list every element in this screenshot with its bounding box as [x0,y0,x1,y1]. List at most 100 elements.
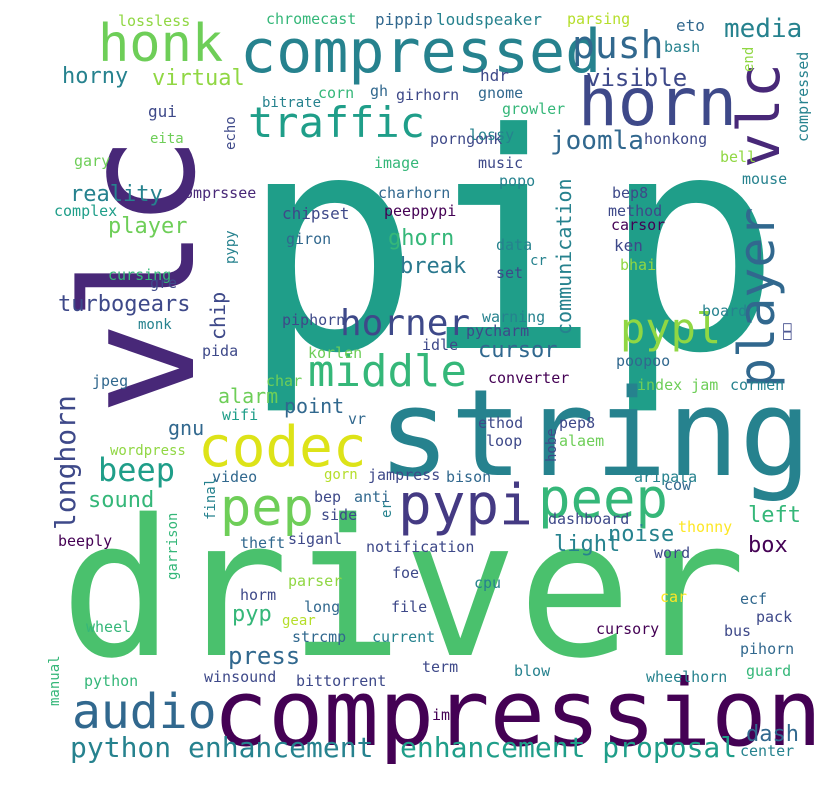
word-term-151: term [422,658,459,676]
word-corn-59: corn [318,84,355,102]
word-pycharm-96: pycharm [466,322,530,340]
word-gh-58: gh [370,82,389,100]
word-ethod-110: ethod [478,414,524,432]
word-python-153: python [84,672,139,690]
word-strcmp-146: strcmp [292,628,347,646]
word-guard-152: guard [746,662,792,680]
word-end-55: end [741,46,757,72]
word-player-9: player [728,207,786,388]
word-complex-76: complex [54,202,118,220]
word-hobe-114: hobe [544,428,560,462]
word-gorn-117: gorn [324,467,358,483]
word-point-37: point [284,394,345,418]
word-carsor-81: carsor [611,216,666,234]
word-pippip-50: pippip [375,10,433,29]
word-set-89: set [496,264,524,282]
word-pep-16: pep [220,478,314,538]
word-press-42: press [228,642,301,670]
word-gear-143: gear [282,613,316,629]
word-player-30: player [108,214,188,239]
word-codec-13: codec [198,415,367,480]
word-final-128: final [203,477,219,520]
word-driver-1: driver [60,479,747,700]
word-index-jam-106: index jam [637,376,719,394]
word-garrison-139: garrison [165,512,181,580]
word-pihorn-150: pihorn [740,640,795,658]
word-virtual-26: virtual [152,66,245,91]
word-side-123: side [321,506,358,524]
word-vr-109: vr [348,410,367,428]
word-thonny-127: thonny [678,518,733,536]
word-giron-84: giron [286,230,332,248]
word-echo-69: echo [223,116,239,150]
word-cursor-36: cursor [478,338,558,363]
word-honkong-68: honkong [644,130,708,148]
word-data-86: data [496,236,533,254]
word-eita-65: eita [150,131,184,147]
word-image-71: image [374,154,420,172]
word-car-137: car [660,588,688,606]
word-mouse-75: mouse [742,170,788,188]
word-gnu-40: gnu [168,416,205,440]
word-longhorn-22: longhorn [49,395,82,530]
word-word-133: word [654,544,691,562]
word-python-enhancement-23: python enhancement [70,731,374,764]
word-pypi-14: pypi [398,473,533,538]
word-beeply-131: beeply [58,532,113,550]
word-pack-144: pack [756,608,793,626]
word-gnome-60: gnome [478,84,524,102]
word-glyph-102: □□ [779,323,795,340]
word-char-104: char [266,372,303,390]
word-ecf-138: ecf [740,590,768,608]
word-bitrate-63: bitrate [262,95,322,111]
word-gui-64: gui [148,102,177,121]
word-bus-149: bus [724,622,752,640]
word-alarm-38: alarm [218,384,279,408]
word-compressed-56: compressed [794,51,812,142]
word-audio-20: audio [72,684,217,740]
word-enhancement-proposal-24: enhancement proposal [400,731,738,764]
word-poopoo-101: poopoo [616,352,671,370]
word-img-159: img [432,706,460,724]
word-monk-93: monk [138,317,172,333]
word-siganl-130: siganl [288,530,343,548]
word-noise-44: noise [608,522,675,547]
word-visible-27: visible [586,64,688,92]
word-compressed-5: compressed [240,17,602,87]
word-light-43: light [554,532,621,557]
word-bison-119: bison [446,468,492,486]
word-jampress-118: jampress [368,466,441,484]
word-pep8-111: pep8 [559,414,596,432]
word-notification-132: notification [366,538,475,556]
word-porngonk-66: porngonk [430,130,503,148]
word-loudspeaker-51: loudspeaker [436,10,542,29]
word-lossless-48: lossless [118,12,191,30]
word-bittorrent-155: bittorrent [296,672,387,690]
word-horny-25: horny [62,64,129,89]
word-long-141: long [304,598,341,616]
word-ghorn-31: ghorn [388,226,455,251]
word-bhai-88: bhai [620,256,657,274]
word-chip-35: chip [206,291,230,340]
word-sound-39: sound [88,488,155,513]
word-parsing-52: parsing [567,10,631,28]
word-box-46: box [748,533,788,558]
word-break-32: break [400,254,467,279]
word-joomla-28: joomla [550,126,644,156]
word-converter-105: converter [488,369,570,387]
word-comprssee-77: comprssee [175,184,257,202]
word-honk-7: honk [98,14,224,74]
word-theft-129: theft [240,534,286,552]
word-korlen-99: korlen [308,344,363,362]
word-popo-73: popo [499,172,536,190]
word-girhorn-61: girhorn [396,86,460,104]
word-piphorn-94: piphorn [282,311,346,329]
word-gre-91: gre [150,274,178,292]
word-winsound-154: winsound [204,668,277,686]
word-cormen-107: cormen [730,376,785,394]
word-loop-112: loop [486,432,523,450]
word-bep8-79: bep8 [612,184,649,202]
word-wheelhorn-157: wheelhorn [646,668,728,686]
word-er-124: er [379,501,395,518]
